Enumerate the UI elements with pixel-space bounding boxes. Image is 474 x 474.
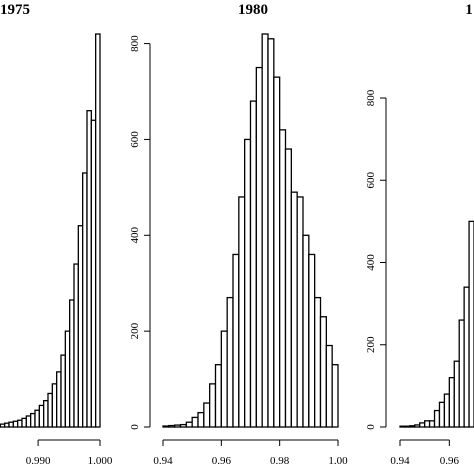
x-tick-label: 0.96 (212, 455, 232, 467)
histogram-bar (38, 404, 45, 428)
histogram-bar (399, 425, 406, 428)
histogram-bar (249, 100, 257, 428)
histogram-bar (90, 119, 97, 428)
histogram-bar (296, 196, 304, 428)
histogram-bar (419, 422, 426, 428)
histogram-bar (244, 138, 252, 428)
histogram-bar (174, 424, 182, 428)
histogram-bar (428, 420, 436, 428)
histogram-bar (226, 296, 234, 428)
y-tick-label: 600 (365, 172, 377, 189)
y-tick-label: 200 (129, 322, 141, 339)
histogram-panel-third: 1 0.94 0.96 0 200 400 600 800 (365, 2, 474, 467)
histogram-bar (209, 383, 217, 428)
histogram-bar (438, 401, 446, 428)
histogram-bar (443, 393, 450, 428)
histogram-bar (331, 364, 339, 428)
histogram-bar (25, 415, 32, 428)
panel-title: 1 (465, 2, 473, 18)
histogram-bar (325, 344, 333, 428)
histogram-bar (458, 319, 465, 428)
histogram-bar (433, 409, 441, 428)
histogram-bar (64, 330, 71, 428)
histogram-bar (290, 191, 298, 428)
histogram-bar (448, 376, 455, 428)
histogram-bar (185, 421, 193, 428)
y-tick-label: 0 (365, 424, 377, 430)
x-tick-label: 1.00 (328, 455, 348, 467)
x-tick-label: 0.94 (390, 455, 410, 467)
x-tick-label: 0.94 (153, 455, 173, 467)
histogram-bar (463, 286, 470, 428)
histogram-panel-1975: 1975 0.990 1.000 (0, 2, 113, 467)
histogram-bar (319, 316, 327, 428)
histogram-bar (424, 420, 431, 428)
histogram-bar (238, 196, 246, 428)
histogram-bar (308, 253, 316, 428)
histogram-bar (273, 76, 281, 428)
histogram-panel-1980: 1980 0.94 0.96 0.98 1.00 0 200 400 600 800 (129, 2, 348, 467)
histogram-bar (255, 66, 263, 428)
histogram-bar (162, 425, 170, 428)
histogram-bar (51, 383, 58, 428)
panel-title: 1975 (0, 2, 30, 18)
y-tick-label: 400 (129, 227, 141, 244)
histogram-bar (302, 234, 310, 428)
y-tick-label: 800 (365, 89, 377, 106)
histogram-bar (404, 425, 411, 428)
x-tick-label: 1.000 (88, 455, 113, 467)
histogram-bar (453, 360, 460, 428)
histogram-bar (191, 416, 199, 428)
histogram-bar (0, 423, 6, 428)
histogram-bar (279, 129, 287, 428)
histogram-bar (220, 330, 228, 428)
histogram-bar (261, 33, 269, 428)
histogram-bar (12, 420, 19, 428)
histogram-bar (77, 225, 84, 428)
histogram-bar (203, 402, 211, 428)
histogram-bar (414, 424, 421, 428)
x-tick-label: 0.96 (440, 455, 460, 467)
histogram-bar (267, 38, 275, 428)
y-tick-label: 800 (129, 35, 141, 52)
histogram-bar (468, 220, 474, 428)
x-tick-label: 0.990 (26, 455, 51, 467)
histogram-bar (214, 364, 222, 428)
y-tick-label: 600 (129, 131, 141, 148)
histogram-bar (179, 423, 187, 428)
histogram-bar (168, 424, 176, 428)
y-tick-label: 0 (129, 424, 141, 430)
histogram-bar (409, 425, 416, 428)
histogram-bar (197, 411, 205, 428)
histogram-bar (314, 296, 322, 428)
histogram-bar (95, 33, 101, 428)
x-tick-label: 0.98 (270, 455, 290, 467)
panel-title: 1980 (238, 2, 268, 18)
y-tick-label: 400 (365, 254, 377, 271)
histogram-bar (232, 253, 240, 428)
histogram-bar (284, 148, 292, 428)
y-tick-label: 200 (365, 336, 377, 353)
